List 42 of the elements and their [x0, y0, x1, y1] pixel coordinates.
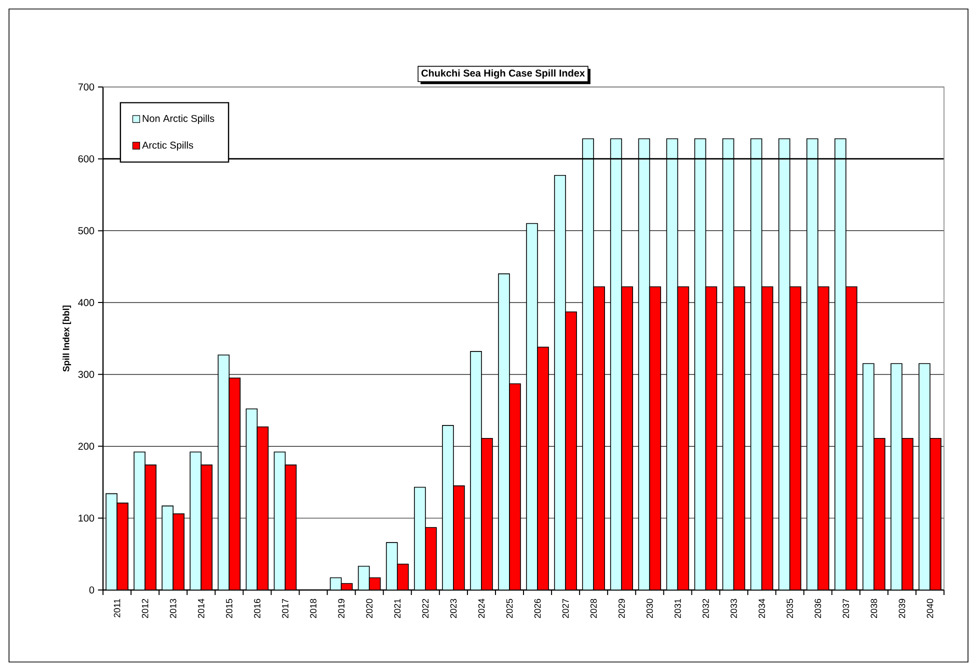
x-tick-label: 2032	[702, 598, 709, 618]
y-tick-label: 100	[78, 514, 94, 522]
x-tick-label: 2024	[478, 598, 485, 618]
x-tick-label: 2039	[898, 598, 906, 618]
x-tick-label: 2030	[646, 598, 653, 618]
y-tick-label: 200	[78, 442, 94, 450]
x-tick-label: 2034	[758, 598, 765, 618]
x-tick-label: 2012	[142, 598, 148, 618]
x-tick-label: 2019	[338, 598, 344, 618]
x-tick-label: 2018	[310, 598, 316, 618]
y-tick-label: 0	[89, 586, 94, 594]
x-tick-label: 2029	[618, 598, 625, 618]
x-tick-label: 2026	[534, 598, 541, 618]
chart-title: Chukchi Sea High Case Spill Index	[421, 69, 585, 79]
x-tick-label: 2038	[870, 598, 878, 618]
x-tick-label: 2036	[814, 598, 822, 618]
y-tick-label: 500	[78, 227, 94, 234]
x-tick-label: 2035	[786, 598, 794, 618]
y-tick-label: 300	[78, 370, 94, 378]
x-tick-label: 2013	[170, 598, 176, 618]
legend-label: Non Arctic Spills	[142, 114, 214, 124]
y-tick-label: 400	[78, 299, 94, 306]
x-tick-label: 2031	[674, 598, 681, 618]
x-tick-label: 2014	[198, 598, 204, 618]
x-tick-label: 2023	[450, 598, 457, 618]
x-tick-label: 2016	[254, 598, 260, 618]
x-tick-label: 2033	[730, 598, 737, 618]
x-tick-label: 2022	[422, 598, 429, 618]
x-tick-label: 2015	[226, 598, 232, 618]
y-tick-label: 600	[78, 155, 94, 162]
x-tick-label: 2028	[590, 598, 597, 618]
x-tick-label: 2017	[282, 598, 288, 618]
y-tick-label: 700	[78, 83, 94, 91]
x-tick-label: 2025	[506, 598, 513, 618]
x-tick-label: 2027	[562, 598, 569, 618]
x-tick-label: 2021	[394, 598, 401, 618]
x-tick-label: 2020	[366, 598, 373, 618]
x-tick-label: 2037	[842, 598, 850, 618]
legend-label: Arctic Spills	[142, 141, 194, 151]
x-tick-label: 2040	[926, 598, 934, 618]
y-axis-title: Spill Index [bbl]	[62, 306, 72, 372]
x-tick-label: 2011	[114, 598, 120, 618]
